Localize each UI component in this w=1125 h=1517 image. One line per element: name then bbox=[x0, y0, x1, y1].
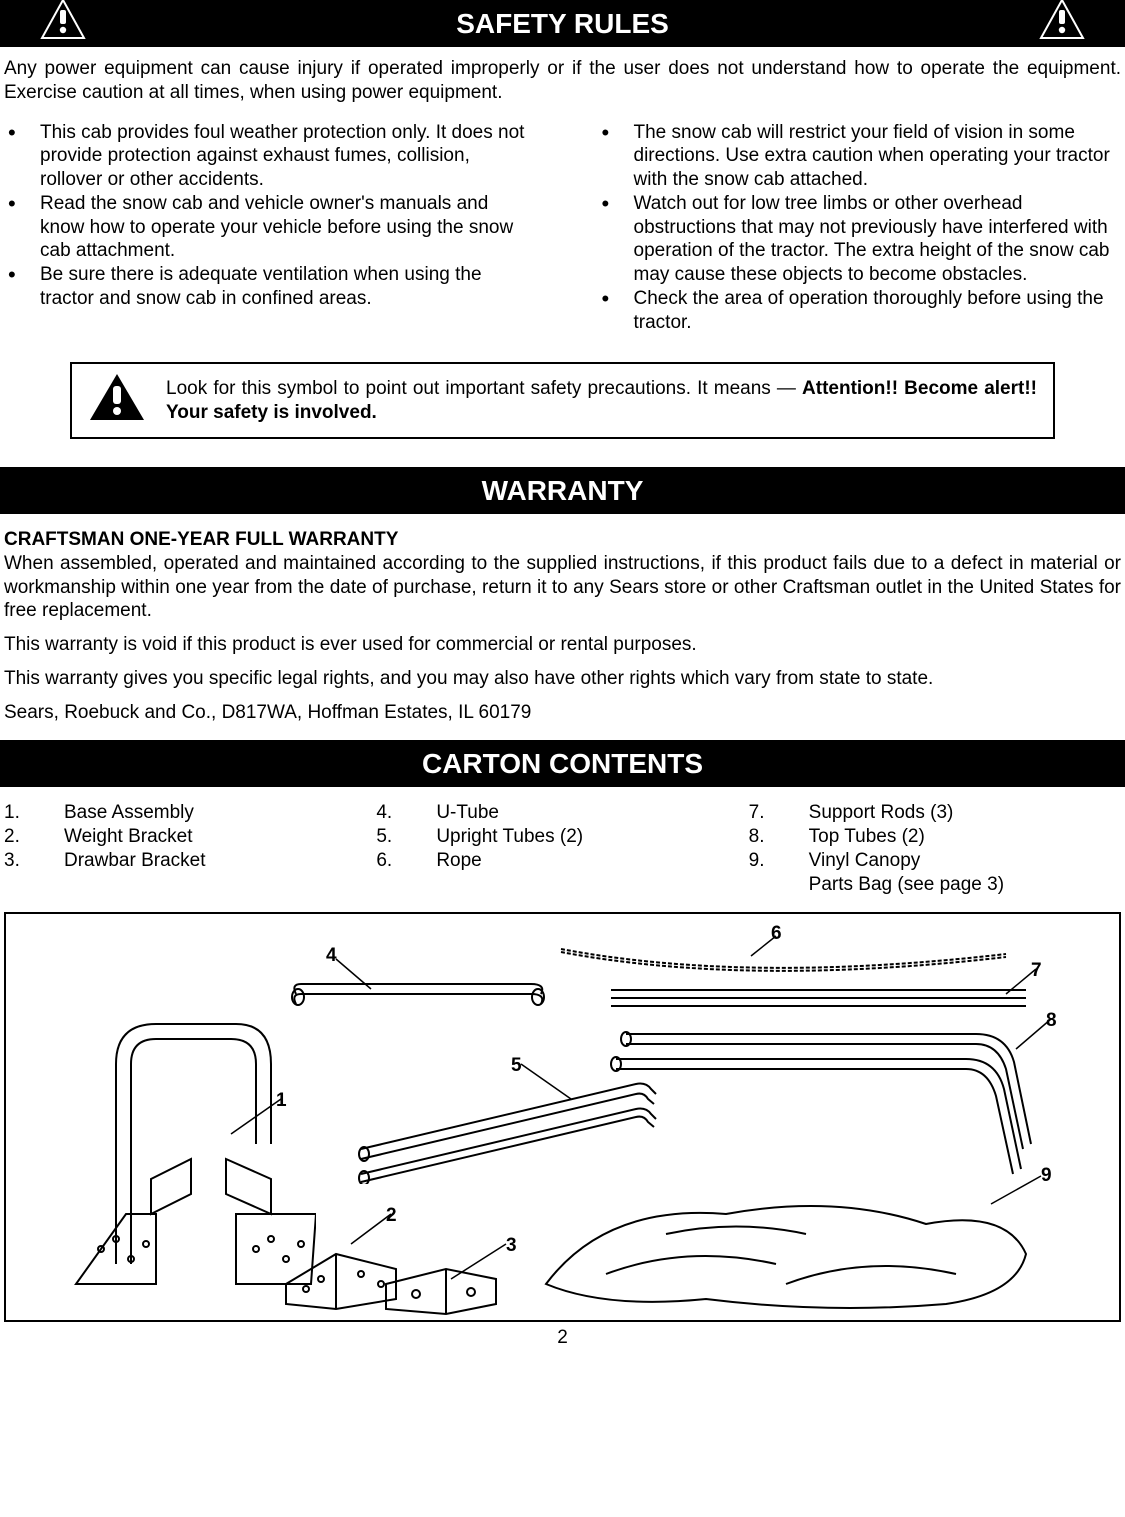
contents-item: 6.Rope bbox=[376, 849, 748, 873]
carton-contents-list: 1.Base Assembly 2.Weight Bracket 3.Drawb… bbox=[0, 787, 1125, 912]
warning-icon bbox=[40, 0, 86, 48]
item-num: 1. bbox=[4, 801, 64, 825]
item-num: 9. bbox=[749, 849, 809, 873]
carton-contents-title: CARTON CONTENTS bbox=[422, 746, 703, 781]
item-label: U-Tube bbox=[436, 801, 499, 825]
item-num: 8. bbox=[749, 825, 809, 849]
contents-col: 7.Support Rods (3) 8.Top Tubes (2) 9.Vin… bbox=[749, 801, 1121, 896]
item-num: 2. bbox=[4, 825, 64, 849]
attention-prefix: Look for this symbol to point out import… bbox=[166, 378, 802, 399]
item-label: Top Tubes (2) bbox=[809, 825, 925, 849]
safety-bullet: Check the area of operation thoroughly b… bbox=[598, 287, 1122, 335]
item-label: Base Assembly bbox=[64, 801, 194, 825]
safety-rules-title: SAFETY RULES bbox=[456, 6, 669, 41]
diagram-callout: 1 bbox=[276, 1089, 287, 1113]
diagram-callout: 7 bbox=[1031, 959, 1042, 983]
item-num: 5. bbox=[376, 825, 436, 849]
warning-icon bbox=[1039, 0, 1085, 48]
contents-item: 4.U-Tube bbox=[376, 801, 748, 825]
warranty-header: WARRANTY bbox=[0, 467, 1125, 514]
warranty-text: When assembled, operated and maintained … bbox=[4, 553, 1121, 622]
diagram-callout: 6 bbox=[771, 922, 782, 946]
item-num: 3. bbox=[4, 849, 64, 873]
warranty-p: Sears, Roebuck and Co., D817WA, Hoffman … bbox=[4, 701, 1121, 725]
safety-bullets: This cab provides foul weather protectio… bbox=[0, 121, 1125, 355]
warranty-title: WARRANTY bbox=[482, 473, 644, 508]
safety-bullet: This cab provides foul weather protectio… bbox=[4, 121, 528, 192]
item-label: Rope bbox=[436, 849, 481, 873]
diagram-callout: 8 bbox=[1046, 1009, 1057, 1033]
warranty-body: CRAFTSMAN ONE-YEAR FULL WARRANTY When ass… bbox=[0, 514, 1125, 740]
item-label: Parts Bag (see page 3) bbox=[809, 873, 1004, 897]
warning-icon bbox=[88, 372, 146, 429]
diagram-callout: 2 bbox=[386, 1204, 397, 1228]
item-num: 7. bbox=[749, 801, 809, 825]
contents-item: 3.Drawbar Bracket bbox=[4, 849, 376, 873]
safety-bullet: Be sure there is adequate ventilation wh… bbox=[4, 263, 528, 311]
carton-contents-diagram: 1 2 3 4 5 6 7 8 9 bbox=[4, 912, 1121, 1322]
contents-item: 8.Top Tubes (2) bbox=[749, 825, 1121, 849]
item-label: Weight Bracket bbox=[64, 825, 192, 849]
diagram-callout: 4 bbox=[326, 944, 337, 968]
safety-bullets-left: This cab provides foul weather protectio… bbox=[4, 121, 528, 335]
safety-bullet: Read the snow cab and vehicle owner's ma… bbox=[4, 192, 528, 263]
callout-lines bbox=[6, 914, 1123, 1324]
item-num bbox=[749, 873, 809, 897]
contents-item: 7.Support Rods (3) bbox=[749, 801, 1121, 825]
diagram-callout: 9 bbox=[1041, 1164, 1052, 1188]
item-label: Vinyl Canopy bbox=[809, 849, 921, 873]
contents-item: Parts Bag (see page 3) bbox=[749, 873, 1121, 897]
item-label: Upright Tubes (2) bbox=[436, 825, 583, 849]
safety-intro: Any power equipment can cause injury if … bbox=[0, 47, 1125, 121]
carton-contents-header: CARTON CONTENTS bbox=[0, 740, 1125, 787]
contents-item: 9.Vinyl Canopy bbox=[749, 849, 1121, 873]
safety-bullet: The snow cab will restrict your field of… bbox=[598, 121, 1122, 192]
item-label: Support Rods (3) bbox=[809, 801, 954, 825]
safety-rules-header: SAFETY RULES bbox=[0, 0, 1125, 47]
contents-item: 1.Base Assembly bbox=[4, 801, 376, 825]
warranty-p: CRAFTSMAN ONE-YEAR FULL WARRANTY When ass… bbox=[4, 528, 1121, 623]
contents-col: 4.U-Tube 5.Upright Tubes (2) 6.Rope bbox=[376, 801, 748, 896]
warranty-heading: CRAFTSMAN ONE-YEAR FULL WARRANTY bbox=[4, 529, 398, 550]
safety-bullet: Watch out for low tree limbs or other ov… bbox=[598, 192, 1122, 287]
attention-box: Look for this symbol to point out import… bbox=[70, 362, 1055, 439]
item-label: Drawbar Bracket bbox=[64, 849, 206, 873]
safety-bullets-right: The snow cab will restrict your field of… bbox=[598, 121, 1122, 335]
page-number: 2 bbox=[0, 1324, 1125, 1350]
attention-text: Look for this symbol to point out import… bbox=[166, 377, 1037, 425]
diagram-callout: 5 bbox=[511, 1054, 522, 1078]
contents-col: 1.Base Assembly 2.Weight Bracket 3.Drawb… bbox=[4, 801, 376, 896]
contents-item: 2.Weight Bracket bbox=[4, 825, 376, 849]
item-num: 4. bbox=[376, 801, 436, 825]
item-num: 6. bbox=[376, 849, 436, 873]
warranty-p: This warranty gives you specific legal r… bbox=[4, 667, 1121, 691]
warranty-p: This warranty is void if this product is… bbox=[4, 633, 1121, 657]
contents-item: 5.Upright Tubes (2) bbox=[376, 825, 748, 849]
diagram-callout: 3 bbox=[506, 1234, 517, 1258]
